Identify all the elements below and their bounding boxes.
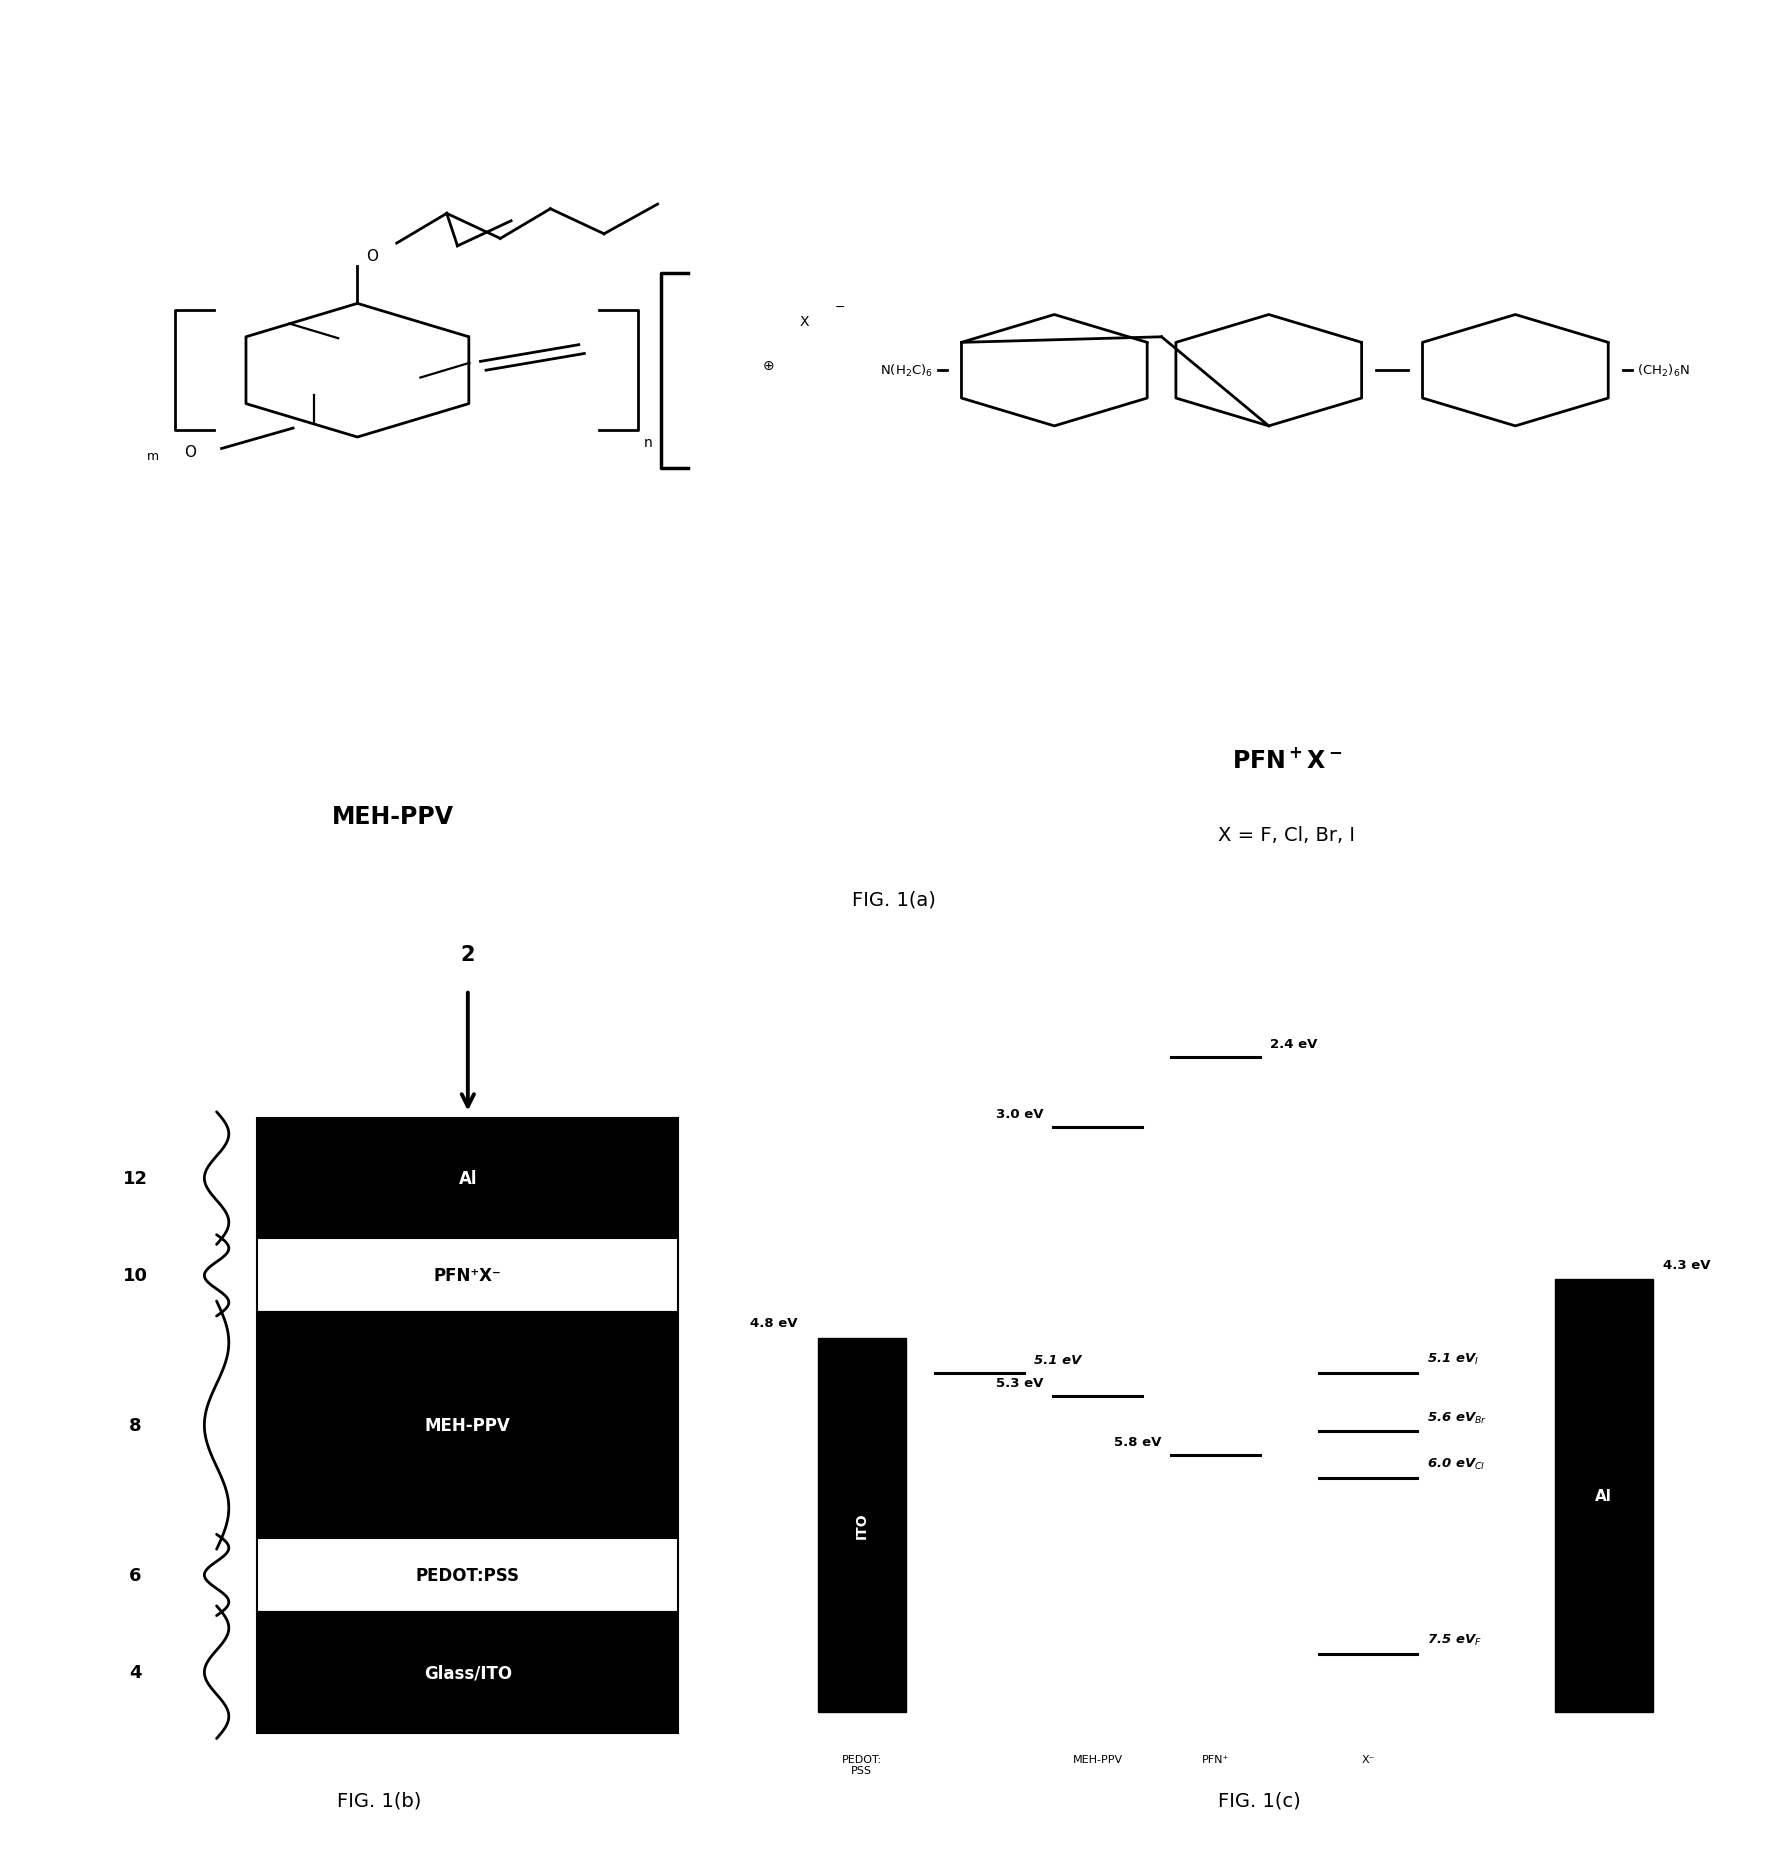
Text: 7.5 eV$_{\mathit{F}}$: 7.5 eV$_{\mathit{F}}$: [1428, 1632, 1481, 1647]
Text: MEH-PPV: MEH-PPV: [1072, 1755, 1122, 1764]
Text: PFN⁺X⁻: PFN⁺X⁻: [434, 1267, 502, 1286]
Bar: [257, 1313, 679, 1538]
Bar: [1555, 1280, 1653, 1712]
Bar: [257, 1612, 679, 1733]
Text: MEH-PPV: MEH-PPV: [332, 805, 454, 827]
Text: X⁻: X⁻: [1362, 1755, 1374, 1764]
Text: Al: Al: [1596, 1488, 1612, 1503]
Bar: [257, 1239, 679, 1313]
Text: m: m: [147, 451, 159, 464]
Text: O: O: [184, 445, 197, 460]
Text: Glass/ITO: Glass/ITO: [424, 1664, 511, 1681]
Text: FIG. 1(c): FIG. 1(c): [1219, 1790, 1301, 1809]
Text: 5.3 eV: 5.3 eV: [995, 1376, 1044, 1389]
Text: 4: 4: [129, 1664, 141, 1681]
Text: N(H$_2$C)$_6$: N(H$_2$C)$_6$: [879, 364, 933, 378]
Text: FIG. 1(b): FIG. 1(b): [338, 1790, 422, 1809]
Bar: [257, 1119, 679, 1239]
Text: 2.4 eV: 2.4 eV: [1271, 1037, 1317, 1050]
Text: 2: 2: [461, 944, 475, 965]
Text: 5.1 eV$_{\mathit{I}}$: 5.1 eV$_{\mathit{I}}$: [1428, 1350, 1480, 1367]
Text: 3.0 eV: 3.0 eV: [995, 1107, 1044, 1120]
Text: 4.8 eV: 4.8 eV: [751, 1317, 797, 1330]
Text: PFN⁺: PFN⁺: [1203, 1755, 1229, 1764]
Text: 8: 8: [129, 1417, 141, 1434]
Text: 6.0 eV$_{\mathit{Cl}}$: 6.0 eV$_{\mathit{Cl}}$: [1428, 1456, 1485, 1471]
Text: PEDOT:
PSS: PEDOT: PSS: [842, 1755, 881, 1775]
Text: ITO: ITO: [854, 1512, 868, 1538]
Text: 5.8 eV: 5.8 eV: [1113, 1436, 1162, 1449]
Bar: [818, 1337, 906, 1712]
Text: 4.3 eV: 4.3 eV: [1664, 1258, 1710, 1271]
Text: 6: 6: [129, 1566, 141, 1584]
Text: X: X: [799, 315, 810, 328]
Text: 12: 12: [123, 1169, 148, 1187]
Text: n: n: [643, 436, 652, 449]
Text: (CH$_2$)$_6$N: (CH$_2$)$_6$N: [1637, 364, 1691, 378]
Text: 5.6 eV$_{\mathit{Br}}$: 5.6 eV$_{\mathit{Br}}$: [1428, 1410, 1487, 1425]
Text: 5.1 eV: 5.1 eV: [1035, 1354, 1081, 1367]
Text: ⊕: ⊕: [763, 358, 774, 373]
Text: FIG. 1(a): FIG. 1(a): [852, 890, 935, 909]
Text: −: −: [835, 301, 845, 313]
Text: PEDOT:PSS: PEDOT:PSS: [416, 1566, 520, 1584]
Text: X = F, Cl, Br, I: X = F, Cl, Br, I: [1219, 825, 1355, 844]
Text: O: O: [366, 249, 379, 263]
Text: Al: Al: [459, 1169, 477, 1187]
Bar: [257, 1538, 679, 1612]
Text: 10: 10: [123, 1267, 148, 1286]
Text: $\mathbf{PFN^+X^-}$: $\mathbf{PFN^+X^-}$: [1231, 748, 1342, 774]
Text: MEH-PPV: MEH-PPV: [425, 1417, 511, 1434]
